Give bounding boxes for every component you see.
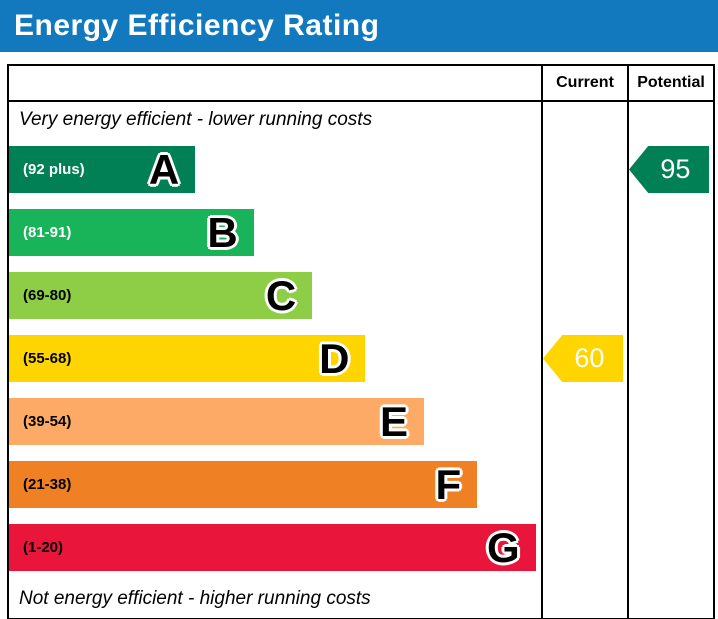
band-row-D: (55-68) D — [9, 327, 541, 390]
band-letter: B — [207, 208, 238, 256]
band-range: (81-91) — [23, 224, 72, 241]
potential-value: 95 — [660, 154, 691, 184]
current-value: 60 — [574, 343, 605, 373]
caption-top: Very energy efficient - lower running co… — [19, 109, 373, 130]
band-range: (92 plus) — [23, 161, 85, 178]
header-potential: Potential — [629, 66, 713, 102]
band-row-C: (69-80) C — [9, 264, 541, 327]
band-letter: D — [319, 334, 350, 382]
band-letter: G — [487, 523, 520, 571]
band-row-A: (92 plus) A — [9, 138, 541, 201]
band-bar-C: (69-80) C — [9, 271, 313, 319]
current-column: 60 — [543, 102, 629, 618]
band-row-F: (21-38) F — [9, 453, 541, 516]
band-letter: C — [265, 271, 297, 319]
band-bar-B: (81-91) B — [9, 209, 254, 256]
current-arrow: 60 — [543, 335, 623, 382]
header-current: Current — [543, 66, 629, 102]
band-bar-A: (92 plus) A — [9, 145, 196, 193]
band-rows: (92 plus) A (81-91) B (69-80) C (55-68) D (39-54… — [9, 138, 541, 579]
potential-arrow: 95 — [629, 146, 709, 193]
header-spacer — [9, 66, 543, 102]
page-title: Energy Efficiency Rating — [14, 9, 380, 42]
title-bar: Energy Efficiency Rating — [0, 0, 718, 52]
band-bar-G: (1-20) G — [9, 524, 536, 571]
band-bar-E: (39-54) E — [9, 398, 424, 445]
band-row-G: (1-20) G — [9, 516, 541, 579]
band-letter: E — [379, 397, 408, 445]
band-row-B: (81-91) B — [9, 201, 541, 264]
epc-table: Current Potential Very energy efficient … — [7, 64, 715, 619]
band-chart: Very energy efficient - lower running co… — [9, 102, 543, 618]
band-range: (69-80) — [23, 287, 72, 304]
band-range: (1-20) — [23, 539, 64, 556]
band-row-E: (39-54) E — [9, 390, 541, 453]
caption-bottom: Not energy efficient - higher running co… — [19, 587, 371, 609]
band-range: (55-68) — [23, 350, 72, 367]
band-bar-F: (21-38) F — [9, 460, 478, 508]
band-letter: A — [148, 145, 180, 193]
band-range: (21-38) — [23, 476, 72, 493]
potential-column: 95 — [629, 102, 713, 618]
band-range: (39-54) — [23, 413, 72, 430]
band-letter: F — [435, 460, 462, 508]
band-bar-D: (55-68) D — [9, 334, 366, 382]
